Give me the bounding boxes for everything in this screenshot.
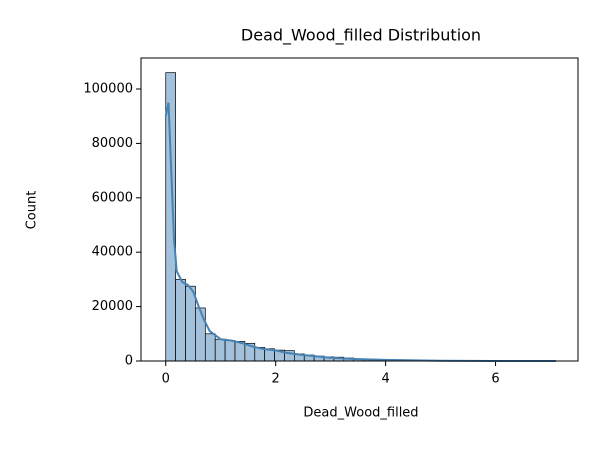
y-tick-label: 60000	[92, 190, 133, 205]
y-tick-label: 0	[125, 354, 133, 369]
y-axis-label: Count	[25, 191, 40, 230]
x-tick-label: 6	[491, 372, 499, 387]
y-tick-label: 100000	[83, 82, 133, 97]
plot-frame	[141, 58, 578, 361]
bar	[225, 341, 235, 361]
y-tick-label: 80000	[92, 136, 133, 151]
x-tick-label: 4	[381, 372, 389, 387]
x-tick-label: 0	[162, 372, 170, 387]
y-tick-label: 40000	[92, 245, 133, 260]
x-tick-label: 2	[272, 372, 280, 387]
bar	[176, 279, 186, 361]
x-axis-label: Dead_Wood_filled	[303, 406, 418, 421]
bar	[205, 334, 215, 361]
kde-line	[166, 103, 556, 361]
bar	[215, 339, 225, 361]
bar	[166, 73, 176, 361]
chart-title: Dead_Wood_filled Distribution	[241, 26, 481, 46]
bar	[195, 308, 205, 361]
bar	[186, 286, 196, 361]
y-tick-label: 20000	[92, 299, 133, 314]
